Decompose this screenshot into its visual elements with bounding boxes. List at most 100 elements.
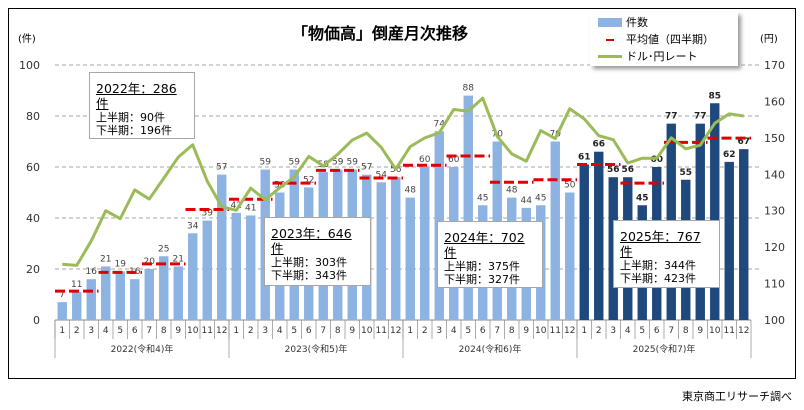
bar-data-label: 60 (448, 155, 460, 165)
bar-data-label: 55 (679, 168, 692, 178)
annotation-heading: 2024年：702件 (444, 230, 525, 260)
bar-data-label: 45 (636, 193, 649, 203)
bar (173, 266, 183, 320)
annotation-2025: 2025年：767件 上半期：344件 下半期：423件 (613, 220, 720, 288)
annotation-heading: 2023年：646件 (271, 226, 352, 256)
month-tick-label: 12 (564, 326, 575, 336)
month-tick-label: 6 (132, 326, 138, 336)
bar-data-label: 59 (347, 158, 359, 168)
left-tick-label: 60 (26, 161, 40, 174)
month-tick-label: 7 (494, 326, 500, 336)
annotation-heading: 2025年：767件 (620, 229, 701, 259)
left-axis-unit: (件) (18, 34, 36, 45)
month-tick-label: 1 (59, 326, 65, 336)
bar (86, 279, 96, 320)
bar-data-label: 52 (303, 175, 314, 185)
bar (420, 167, 430, 320)
legend-bar-swatch (598, 17, 622, 27)
bar-data-label: 45 (535, 193, 546, 203)
bar-data-label: 44 (521, 196, 533, 206)
chart-title: 「物価高」倒産月次推移 (291, 24, 468, 43)
month-tick-label: 8 (335, 326, 341, 336)
month-tick-label: 3 (262, 326, 268, 336)
bar (565, 192, 575, 320)
legend-line-swatch (598, 54, 622, 58)
bar (101, 266, 111, 320)
bar (217, 174, 227, 320)
bar-data-label: 16 (86, 267, 98, 277)
month-tick-label: 10 (361, 326, 373, 336)
bar-data-label: 66 (592, 140, 605, 150)
annotation-first-half: 上半期：90件 (96, 111, 165, 124)
left-tick-label: 0 (33, 314, 40, 327)
bar-data-label: 62 (723, 150, 736, 160)
bar-data-label: 48 (506, 186, 518, 196)
chart-frame (8, 8, 796, 379)
bar (550, 141, 560, 320)
month-tick-label: 3 (88, 326, 94, 336)
month-tick-label: 6 (480, 326, 486, 336)
legend-label: 平均値（四半期） (626, 33, 714, 46)
month-tick-label: 12 (390, 326, 401, 336)
month-tick-label: 6 (306, 326, 312, 336)
bar-data-label: 59 (260, 158, 272, 168)
exchange-rate-line (62, 96, 744, 267)
bar-data-label: 41 (245, 203, 256, 213)
bar-data-label: 67 (737, 137, 750, 147)
month-tick-label: 6 (654, 326, 660, 336)
bar-data-label: 56 (621, 165, 634, 175)
month-tick-label: 12 (216, 326, 227, 336)
bar-data-label: 25 (158, 244, 169, 254)
bar-data-label: 60 (650, 155, 663, 165)
right-tick-label: 140 (764, 168, 785, 181)
bar (144, 269, 154, 320)
bar-data-label: 34 (187, 221, 199, 231)
month-tick-label: 7 (320, 326, 326, 336)
bar (376, 182, 386, 320)
month-tick-label: 2 (74, 326, 80, 336)
month-tick-label: 9 (349, 326, 355, 336)
bar-data-label: 57 (216, 163, 227, 173)
bar-data-label: 54 (376, 170, 388, 180)
bar (405, 197, 415, 320)
year-label: 2023(令和5)年 (285, 343, 348, 355)
month-tick-label: 10 (187, 326, 199, 336)
month-tick-label: 5 (291, 326, 297, 336)
month-tick-label: 9 (697, 326, 703, 336)
month-tick-label: 5 (117, 326, 123, 336)
month-tick-label: 10 (709, 326, 721, 336)
bar-data-label: 50 (274, 181, 286, 191)
right-tick-label: 100 (764, 314, 785, 327)
annotation-2024: 2024年：702件 上半期：375件 下半期：327件 (437, 221, 543, 288)
month-tick-label: 2 (596, 326, 602, 336)
month-tick-label: 4 (277, 326, 283, 336)
bar-data-label: 56 (607, 165, 620, 175)
legend: 件数 平均値（四半期） ドル･円レート (590, 12, 738, 66)
annotation-first-half: 上半期：375件 (444, 260, 520, 273)
month-tick-label: 11 (724, 326, 735, 336)
annotation-2023: 2023年：646件 上半期：303件 下半期：343件 (264, 217, 371, 286)
bar (115, 271, 125, 320)
bar (202, 220, 212, 320)
legend-label: 件数 (626, 16, 648, 29)
month-tick-label: 2 (248, 326, 254, 336)
bar (72, 291, 82, 320)
bar-data-label: 70 (550, 130, 562, 140)
bar-data-label: 88 (463, 84, 475, 94)
month-tick-label: 3 (610, 326, 616, 336)
bar (463, 95, 473, 320)
legend-item-rate: ドル･円レート (598, 48, 698, 64)
month-tick-label: 7 (146, 326, 152, 336)
legend-label: ドル･円レート (626, 50, 698, 63)
bar-data-label: 45 (477, 193, 488, 203)
year-label: 2024(令和6)年 (459, 343, 522, 355)
right-tick-label: 170 (764, 59, 785, 72)
right-tick-label: 130 (764, 205, 785, 218)
bar (594, 151, 604, 320)
month-tick-label: 5 (639, 326, 645, 336)
right-tick-label: 150 (764, 132, 785, 145)
legend-item-average: 平均値（四半期） (598, 31, 714, 47)
annotation-2022: 2022年：286件 上半期：90件 下半期：196件 (89, 72, 195, 139)
left-tick-label: 80 (26, 110, 40, 123)
